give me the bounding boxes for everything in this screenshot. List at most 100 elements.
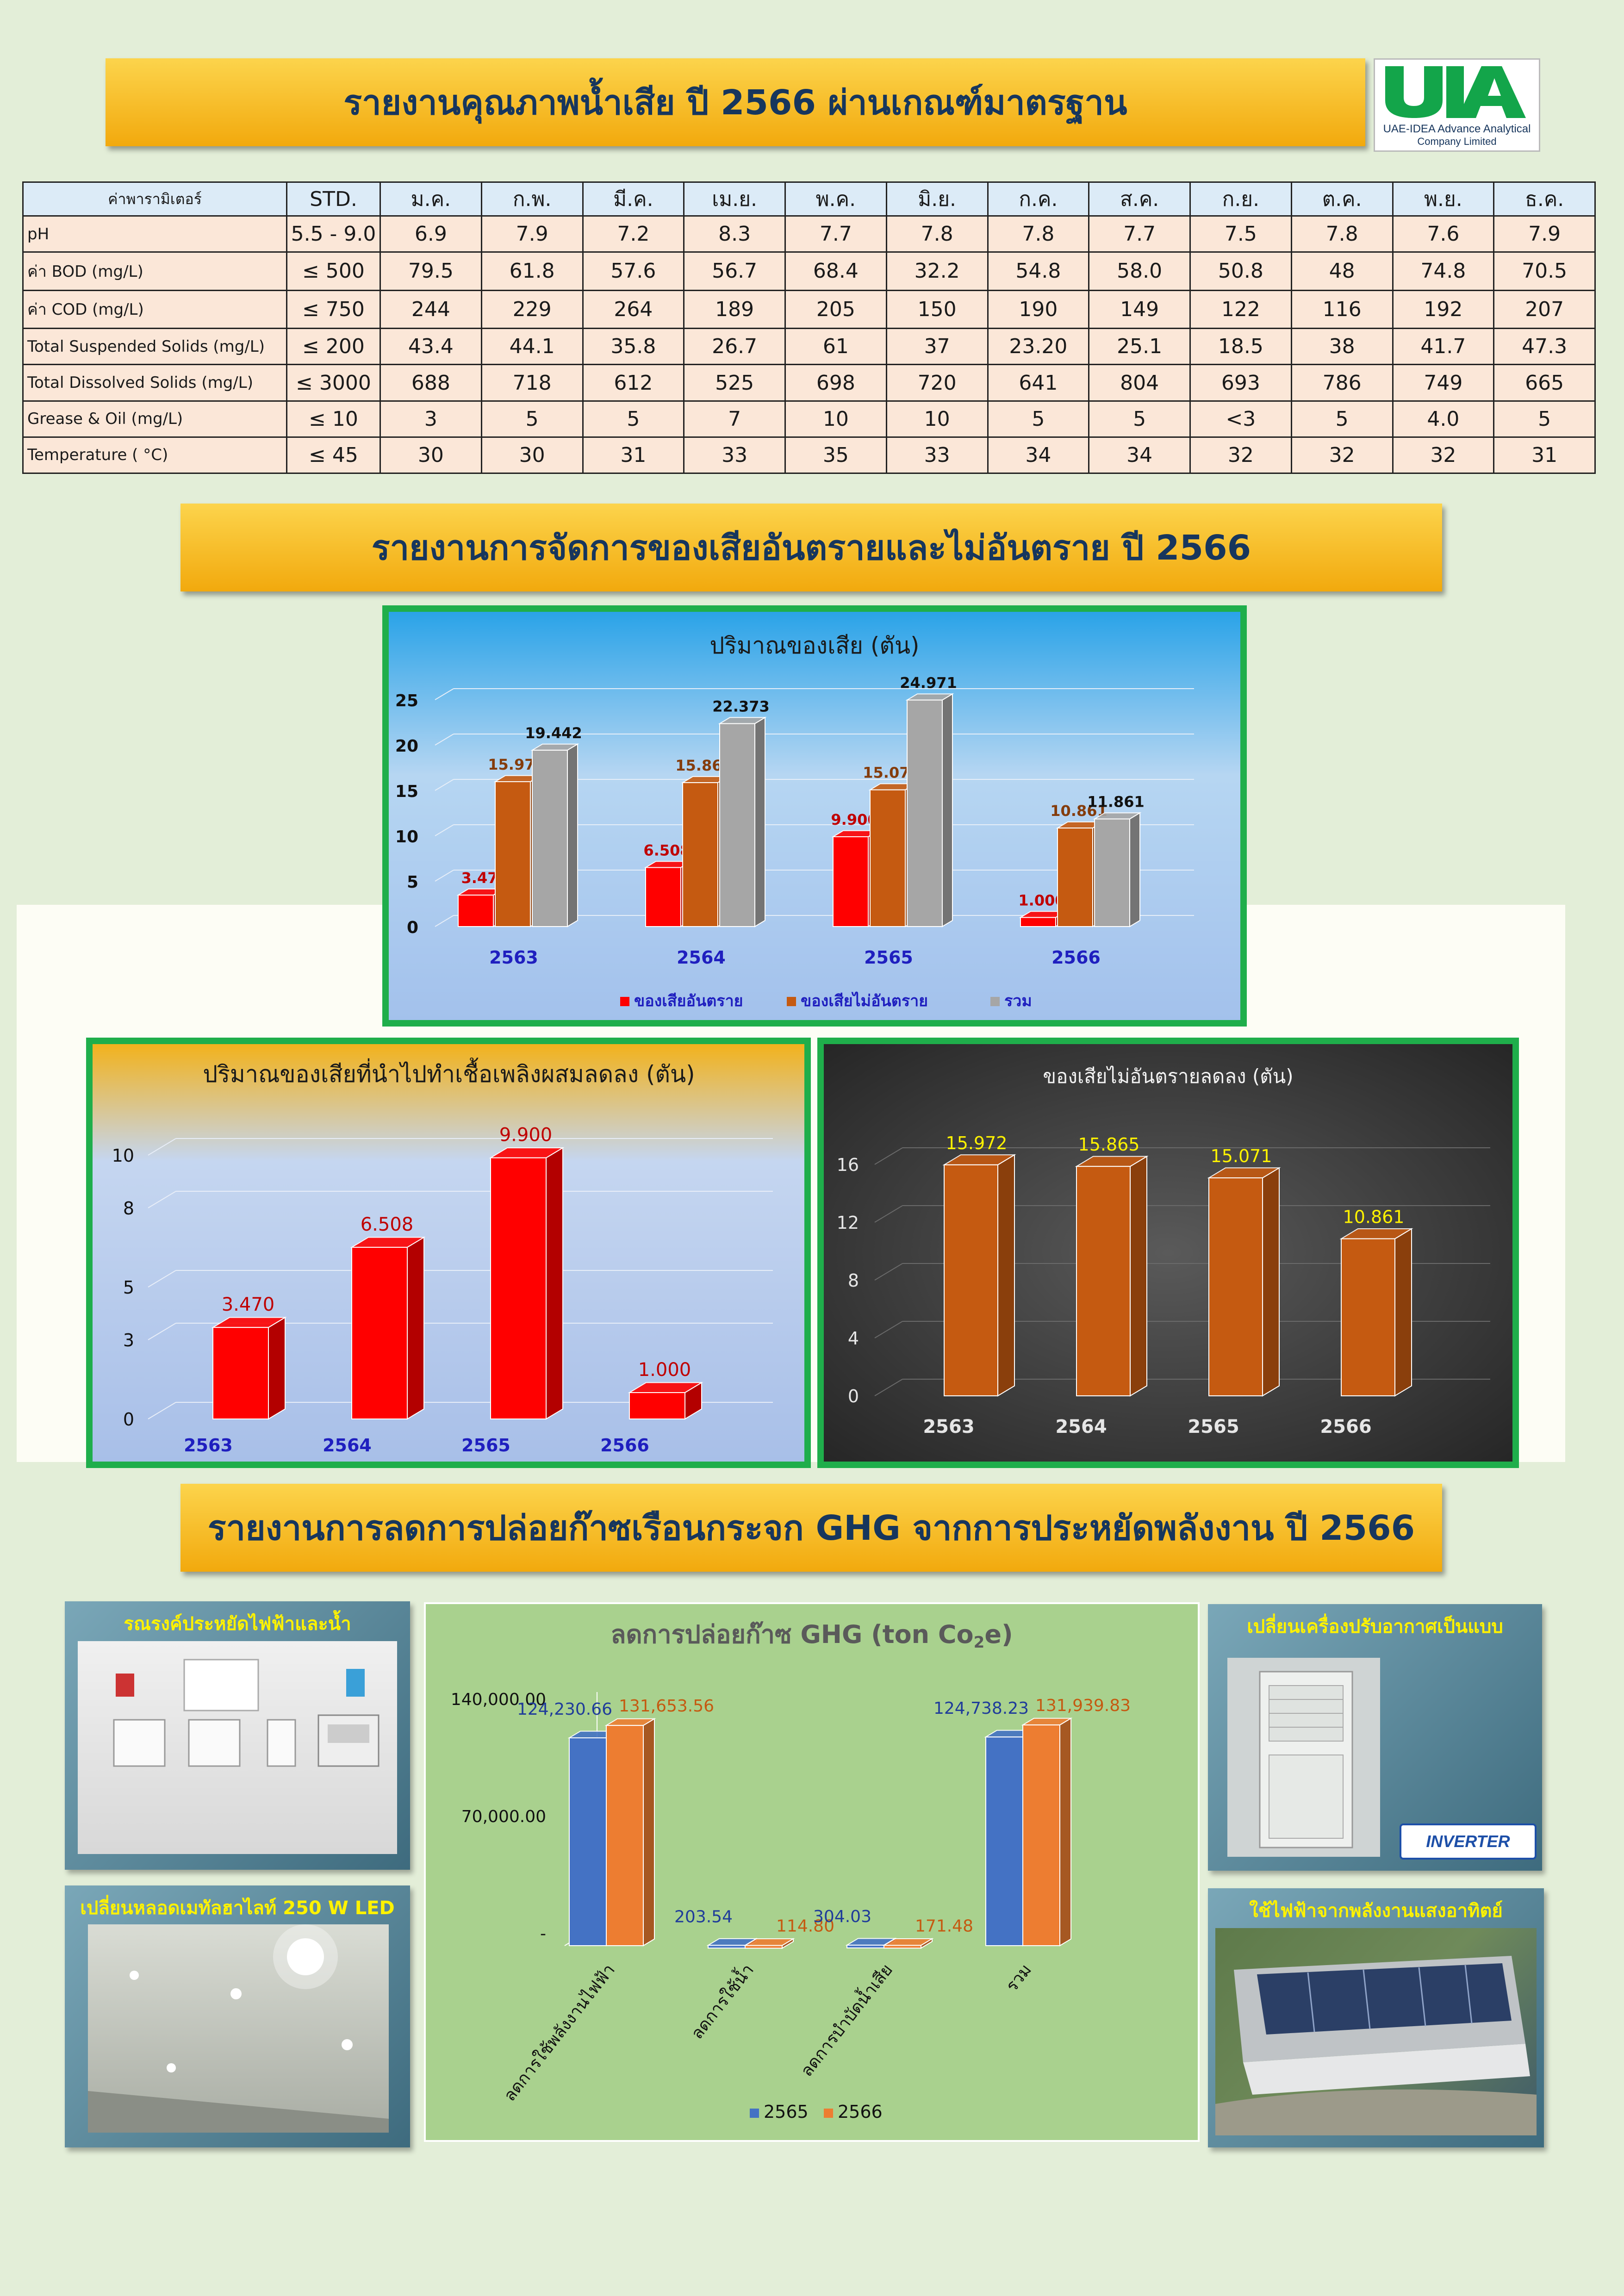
inverter-badge-text: INVERTER [1426, 1832, 1510, 1851]
data-label: 19.442 [525, 724, 582, 742]
month-value: 804 [1088, 364, 1191, 402]
gridline [435, 824, 454, 836]
data-label: 3.47 [461, 869, 498, 887]
bar [942, 1154, 1016, 1397]
table-row: pH 5.5 - 9.0 6.9 7.9 7.2 8.3 7.7 7.8 7.8 7.7 7.5 7.… [22, 215, 1596, 253]
gridline [435, 870, 454, 882]
month-value: 7.9 [1493, 215, 1596, 253]
photo-led: เปลี่ยนหลอดเมทัลฮาไลท์ 250 W LED [65, 1885, 410, 2147]
month-value: 693 [1189, 364, 1292, 402]
inverter-aircon-icon [1227, 1658, 1380, 1857]
bar [1339, 1228, 1413, 1397]
bar [743, 1938, 795, 1949]
photo-campaign: รณรงค์ประหยัดไฟฟ้าและน้ำ [65, 1601, 410, 1870]
bar [530, 743, 579, 927]
y-tick-label: 140,000.00 [451, 1690, 546, 1709]
y-tick-label: 0 [848, 1386, 859, 1406]
header-month: มิ.ย. [885, 181, 989, 217]
photo-caption: ใช้ไฟฟ้าจากพลังงานแสงอาทิตย์ [1249, 1900, 1503, 1922]
data-label: 10.861 [1343, 1207, 1405, 1227]
month-value: 150 [885, 289, 989, 330]
legend-swatch [620, 997, 629, 1006]
y-tick-label: 0 [407, 918, 418, 937]
month-value: 720 [885, 364, 989, 402]
header-month: มี.ค. [582, 181, 685, 217]
month-value: 32.2 [885, 251, 989, 291]
gridline [874, 1379, 903, 1396]
month-value: 50.8 [1189, 251, 1292, 291]
gridline [435, 915, 454, 927]
y-tick-label: 25 [395, 691, 418, 710]
y-tick-label: 12 [837, 1213, 859, 1233]
month-value: 205 [784, 289, 887, 330]
chart-title: ของเสียไม่อันตรายลดลง (ตัน) [1043, 1065, 1293, 1088]
month-value: 43.4 [380, 328, 482, 366]
month-value: 79.5 [380, 251, 482, 291]
month-value: 149 [1088, 289, 1191, 330]
gridline [148, 1270, 176, 1288]
month-value: 7.6 [1392, 215, 1495, 253]
y-tick-label: 5 [407, 873, 418, 892]
month-value: 8.3 [683, 215, 786, 253]
month-value: 33 [885, 436, 989, 474]
gridline [148, 1191, 176, 1208]
month-value: 10 [784, 400, 887, 438]
data-label: 15.972 [946, 1133, 1008, 1153]
parameter-name: ค่า BOD (mg/L) [22, 251, 287, 291]
data-label: 131,939.83 [1035, 1696, 1131, 1715]
parameter-name: ค่า COD (mg/L) [22, 289, 287, 330]
data-label: 11.861 [1087, 793, 1144, 811]
bar [604, 1717, 656, 1947]
parameter-name: pH [22, 215, 287, 253]
month-value: 525 [683, 364, 786, 402]
month-value: 116 [1290, 289, 1394, 330]
data-label: 1.000 [638, 1359, 691, 1381]
waste-title-text: รายงานการจัดการของเสียอันตรายและไม่อันตร… [371, 528, 1251, 568]
y-tick-label: 3 [123, 1330, 134, 1350]
month-value: 189 [683, 289, 786, 330]
x-tick-label: 2565 [461, 1435, 510, 1456]
month-value: 70.5 [1493, 251, 1596, 291]
x-tick-label: 2564 [677, 947, 726, 968]
month-value: 38 [1290, 328, 1394, 366]
month-value: 25.1 [1088, 328, 1191, 366]
bar [1207, 1167, 1281, 1397]
month-value: 35 [784, 436, 887, 474]
month-value: 192 [1392, 289, 1495, 330]
y-tick-label: 16 [837, 1155, 859, 1175]
month-value: 7.7 [784, 215, 887, 253]
month-value: 7.9 [480, 215, 584, 253]
std-value: ≤ 3000 [286, 364, 381, 402]
data-label: 6.508 [361, 1214, 414, 1235]
bar [1021, 1717, 1073, 1947]
month-value: 61 [784, 328, 887, 366]
month-value: 61.8 [480, 251, 584, 291]
y-tick-label: 5 [123, 1277, 134, 1298]
month-value: 33 [683, 436, 786, 474]
month-value: 74.8 [1392, 251, 1495, 291]
gridline [435, 734, 454, 746]
x-tick-label: ลดการใช้พลังงานไฟฟ้า [500, 1960, 619, 2105]
header-month: ส.ค. [1088, 181, 1191, 217]
legend-swatch [787, 997, 796, 1006]
month-value: 5 [480, 400, 584, 438]
data-label: 131,653.56 [619, 1697, 714, 1716]
month-value: 7.7 [1088, 215, 1191, 253]
month-value: 37 [885, 328, 989, 366]
month-value: 18.5 [1189, 328, 1292, 366]
data-label: 22.373 [712, 697, 769, 715]
water-quality-title-text: รายงานคุณภาพน้ำเสีย ปี 2566 ผ่านเกณฑ์มาต… [343, 83, 1127, 123]
y-tick-label: 8 [123, 1198, 134, 1219]
header-month: ต.ค. [1290, 181, 1394, 217]
std-value: ≤ 200 [286, 328, 381, 366]
month-value: 207 [1493, 289, 1596, 330]
month-value: 47.3 [1493, 328, 1596, 366]
month-value: 718 [480, 364, 584, 402]
fuel-waste-svg: ปริมาณของเสียที่นำไปทำเชื้อเพลิงผสมลดลง … [112, 1058, 773, 1456]
legend-label: 2565 [764, 2102, 809, 2122]
x-tick-label: 2566 [1320, 1416, 1371, 1437]
bar [628, 1381, 703, 1420]
photo-caption: เปลี่ยนเครื่องปรับอากาศเป็นแบบ [1247, 1616, 1503, 1637]
ghg-title: รายงานการลดการปล่อยก๊าซเรือนกระจก GHG จา… [180, 1484, 1442, 1572]
logo-name: UAE-IDEA Advance Analytical [1383, 123, 1531, 135]
